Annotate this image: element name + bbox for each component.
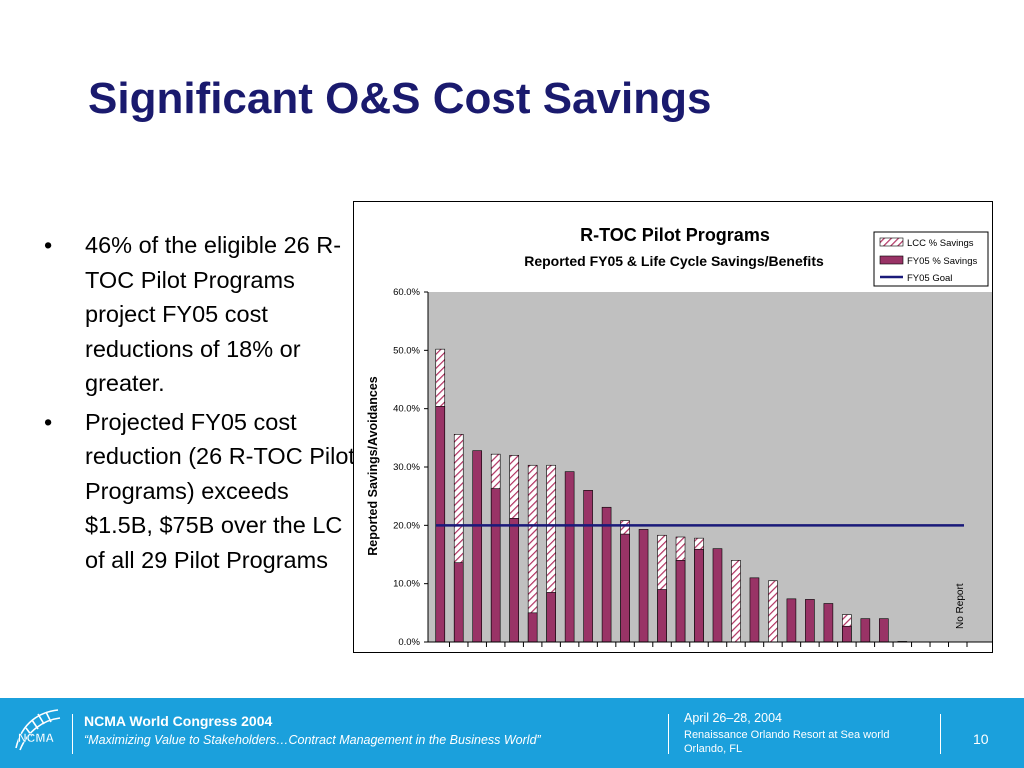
y-axis: 0.0% 10.0% 20.0% 30.0% 40.0% 50.0% 60.0% (393, 287, 429, 648)
legend-label-goal: FY05 Goal (907, 273, 952, 284)
page-number: 10 (973, 731, 989, 747)
footer-divider (940, 714, 941, 754)
bar-fy05-savings (842, 625, 852, 643)
y-tick-label: 30.0% (393, 462, 420, 473)
footer-divider (668, 714, 669, 754)
bar-fy05-savings (823, 603, 834, 643)
y-tick-label: 60.0% (393, 287, 420, 298)
bullet-item: Projected FY05 cost reduction (26 R-TOC … (40, 405, 355, 578)
bar-fy05-savings (546, 592, 556, 643)
bar-fy05-savings (712, 548, 723, 643)
bar-fy05-savings (620, 533, 630, 643)
bullet-item: 46% of the eligible 26 R-TOC Pilot Progr… (40, 228, 355, 401)
plot-area (428, 292, 992, 642)
savings-chart: R-TOC Pilot Programs Reported FY05 & Lif… (366, 225, 992, 648)
event-date: April 26–28, 2004 (684, 711, 782, 725)
bar-fy05-savings (509, 518, 519, 643)
conference-name: NCMA World Congress 2004 (84, 713, 273, 729)
footer-divider (72, 714, 73, 754)
no-report-annotation: No Report (955, 583, 966, 629)
legend-swatch-fy05 (879, 255, 904, 265)
event-venue: Renaissance Orlando Resort at Sea world … (684, 728, 924, 756)
bar-fy05-savings (472, 450, 483, 643)
bar-fy05-savings (675, 560, 686, 643)
bar-fy05-savings (879, 618, 889, 643)
bar-fy05-savings (638, 529, 649, 643)
bar-fy05-savings (749, 577, 760, 643)
bar-fy05-savings (564, 471, 575, 643)
chart-legend: LCC % Savings FY05 % Savings FY05 Goal (873, 231, 989, 287)
bar-fy05-savings (860, 618, 871, 643)
bar-fy05-savings (786, 598, 797, 643)
bar-fy05-savings (805, 599, 815, 643)
ncma-logo: NCMA (15, 709, 61, 751)
bar-fy05-savings (694, 548, 704, 643)
bar-lcc-savings (731, 560, 741, 643)
chart-title: R-TOC Pilot Programs (580, 225, 770, 245)
venue-line: Orlando, FL (684, 743, 743, 755)
legend-label-lcc: LCC % Savings (907, 238, 974, 249)
y-tick-label: 20.0% (393, 520, 420, 531)
y-tick-label: 40.0% (393, 404, 420, 415)
bullet-list: 46% of the eligible 26 R-TOC Pilot Progr… (40, 228, 355, 581)
y-tick-label: 0.0% (398, 637, 420, 648)
chart-subtitle: Reported FY05 & Life Cycle Savings/Benef… (524, 253, 824, 269)
slide-title: Significant O&S Cost Savings (88, 74, 712, 123)
bar-fy05-savings (453, 562, 464, 643)
svg-text:NCMA: NCMA (18, 731, 54, 745)
bar-fy05-savings (601, 506, 612, 643)
bar-fy05-savings (583, 490, 593, 643)
conference-tagline: “Maximizing Value to Stakeholders…Contra… (84, 733, 541, 747)
bar-fy05-savings (527, 612, 538, 643)
x-axis (428, 641, 992, 647)
bar-lcc-savings (768, 580, 778, 643)
legend-swatch-lcc (879, 237, 904, 247)
chart-frame: R-TOC Pilot Programs Reported FY05 & Lif… (353, 201, 993, 653)
legend-label-fy05: FY05 % Savings (907, 256, 977, 267)
bar-fy05-savings (657, 589, 667, 643)
venue-line: Renaissance Orlando Resort at Sea world (684, 729, 890, 741)
footer-bar: NCMA NCMA World Congress 2004 “Maximizin… (0, 698, 1024, 768)
y-tick-label: 50.0% (393, 345, 420, 356)
y-tick-label: 10.0% (393, 579, 420, 590)
y-axis-label: Reported Savings/Avoidances (366, 376, 380, 555)
bar-fy05-savings (490, 488, 501, 643)
